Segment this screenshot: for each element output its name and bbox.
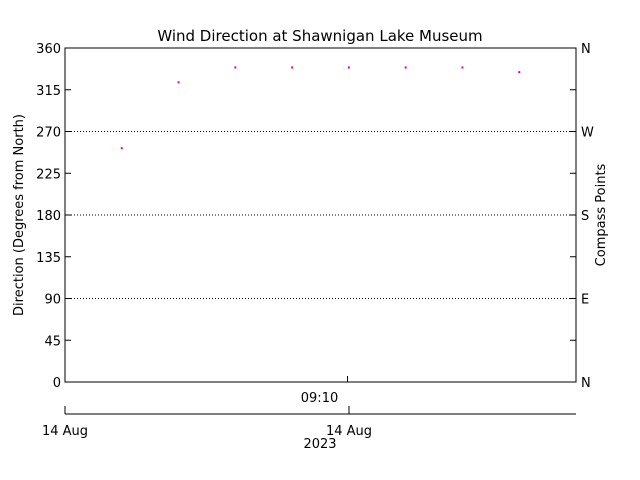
compass-label-360: N xyxy=(581,42,591,57)
y-tick-label-0: 0 xyxy=(53,376,61,391)
y-tick-label-225: 225 xyxy=(36,167,61,182)
gridlines xyxy=(65,131,576,299)
data-point xyxy=(461,66,464,69)
compass-label-90: E xyxy=(581,293,589,308)
compass-label-0: N xyxy=(581,376,591,391)
chart-title: Wind Direction at Shawnigan Lake Museum xyxy=(157,27,482,45)
y-axis-left: 0 45 90 135 180 225 270 315 360 xyxy=(36,42,576,391)
y-axis-right-label: Compass Points xyxy=(594,163,609,266)
data-point xyxy=(347,66,350,69)
date-label-year: 2023 xyxy=(303,437,336,452)
y-tick-label-90: 90 xyxy=(44,293,61,308)
data-point xyxy=(120,147,123,150)
y-tick-label-315: 315 xyxy=(36,84,61,99)
y-tick-label-360: 360 xyxy=(36,42,61,57)
data-point xyxy=(177,81,180,84)
compass-label-180: S xyxy=(581,209,589,224)
y-axis-label: Direction (Degrees from North) xyxy=(12,114,27,316)
y-axis-right-compass: N E S W N xyxy=(581,42,594,391)
y-tick-label-45: 45 xyxy=(44,334,61,349)
data-point xyxy=(404,66,407,69)
data-point xyxy=(518,71,521,74)
x-tick-label-time: 09:10 xyxy=(301,391,338,406)
data-point xyxy=(291,66,294,69)
compass-label-270: W xyxy=(581,126,594,141)
date-label-start: 14 Aug xyxy=(42,424,88,439)
y-tick-label-180: 180 xyxy=(36,209,61,224)
date-label-mid: 14 Aug xyxy=(326,424,372,439)
data-points xyxy=(120,66,521,150)
y-tick-label-270: 270 xyxy=(36,126,61,141)
data-point xyxy=(234,66,237,69)
y-tick-label-135: 135 xyxy=(36,251,61,266)
